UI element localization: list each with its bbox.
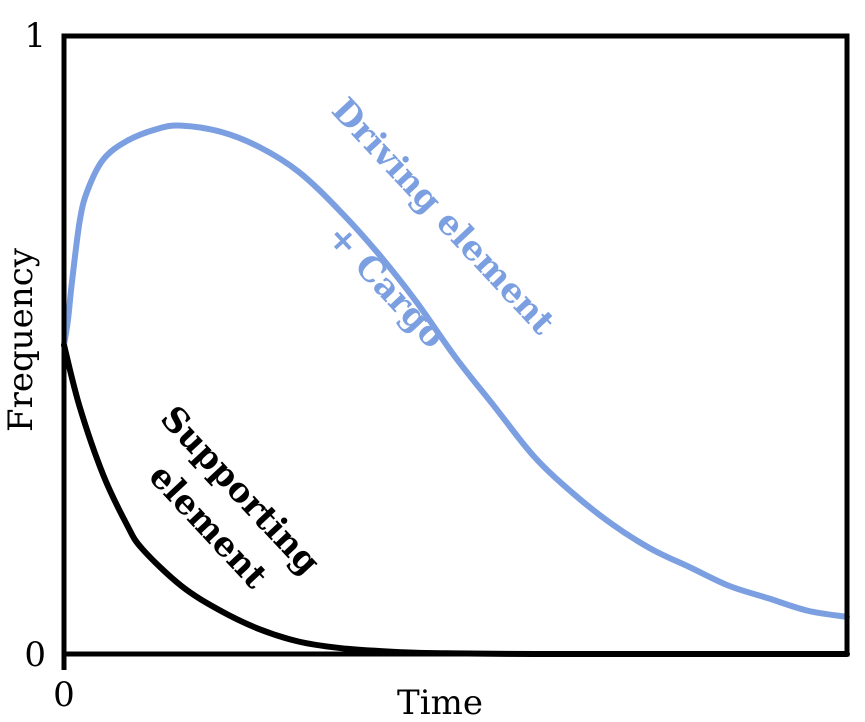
y-tick-label-max: 1 <box>24 16 46 56</box>
plot-frame <box>61 33 850 657</box>
driving-element-label: Driving element <box>324 90 563 342</box>
y-tick-label-min: 0 <box>24 635 46 675</box>
x-tick-label-origin: 0 <box>53 675 75 715</box>
x-axis-title: Time <box>397 683 483 722</box>
y-axis-title: Frequency <box>1 247 41 432</box>
cargo-label: + Cargo <box>319 217 453 357</box>
driving-element-cargo-line <box>61 122 850 620</box>
